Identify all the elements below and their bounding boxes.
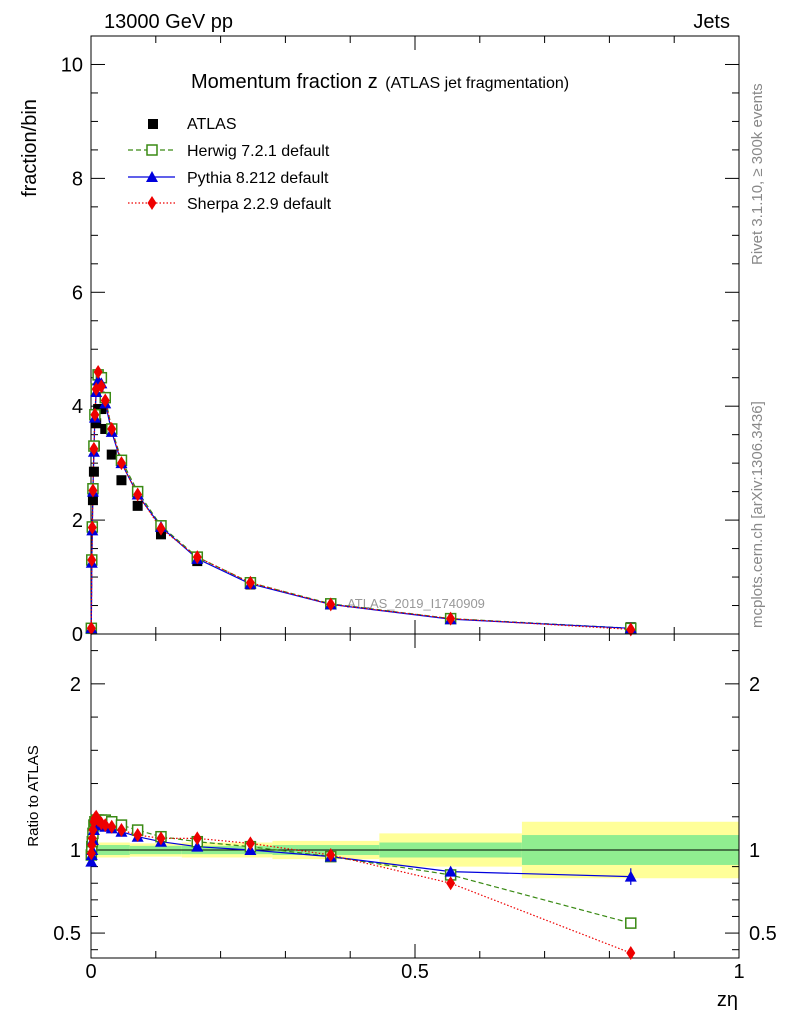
ratio-point-sherpa <box>245 836 255 851</box>
main-point-sherpa <box>89 441 99 456</box>
ratio-point-sherpa <box>326 847 336 862</box>
ratio-point-sherpa <box>156 831 166 846</box>
ratio-panel: 0.5 0.51 12 20 0.5 1 Ratio to ATLAS zη <box>25 633 777 1011</box>
main-ytick-label: 2 <box>72 510 83 532</box>
main-point-sherpa <box>116 456 126 471</box>
ratio-ytick-label-right: 1 <box>749 840 760 862</box>
mcplots-label: mcplots.cern.ch [arXiv:1306.3436] <box>749 401 766 628</box>
ratio-point-sherpa <box>116 823 126 838</box>
ratio-xtick-label: 0 <box>85 961 96 983</box>
main-ytick-label: 6 <box>72 282 83 304</box>
ratio-point-sherpa <box>192 831 202 846</box>
main-point-sherpa <box>88 483 98 498</box>
main-title: Momentum fraction z (ATLAS jet fragmenta… <box>191 71 569 93</box>
ratio-uncertainty-bands <box>91 821 739 879</box>
ratio-xtick-label: 0.5 <box>401 961 429 983</box>
main-point-sherpa <box>86 621 96 636</box>
ratio-point-sherpa <box>107 819 117 834</box>
main-point-sherpa <box>192 550 202 565</box>
main-axis-ticks: 0 2 4 6 8 10 <box>61 36 740 646</box>
main-point-sherpa <box>245 575 255 590</box>
legend: ATLAS Herwig 7.2.1 default Pythia 8.212 … <box>128 116 332 213</box>
main-point-sherpa <box>100 393 110 408</box>
header-right: Jets <box>693 11 730 33</box>
main-point-sherpa <box>446 611 456 626</box>
legend-entry-atlas: ATLAS <box>148 116 237 133</box>
main-title-text: Momentum fraction z <box>191 71 378 93</box>
main-point-sherpa <box>626 622 636 637</box>
main-point-atlas <box>100 423 111 434</box>
main-point-sherpa <box>156 521 166 536</box>
ratio-series <box>85 809 637 961</box>
main-ytick-label: 0 <box>72 624 83 646</box>
main-point-atlas <box>87 495 98 506</box>
ratio-ytick-label: 2 <box>70 674 81 696</box>
main-point-sherpa <box>87 520 97 535</box>
legend-label-herwig: Herwig 7.2.1 default <box>187 143 330 160</box>
main-line-herwig <box>90 373 631 629</box>
legend-entry-pythia: Pythia 8.212 default <box>128 170 329 187</box>
watermark: ATLAS_2019_I1740909 <box>347 596 485 611</box>
ratio-point-sherpa <box>87 831 97 846</box>
main-point-sherpa <box>87 552 97 567</box>
main-point-sherpa <box>107 421 117 436</box>
ratio-ylabel: Ratio to ATLAS <box>25 745 42 846</box>
ratio-point-sherpa <box>626 946 636 961</box>
ratio-ytick-label: 1 <box>70 840 81 862</box>
ratio-xtick-label: 1 <box>733 961 744 983</box>
ratio-point-sherpa <box>100 818 110 833</box>
ratio-point-sherpa <box>86 846 96 861</box>
ratio-frame <box>90 633 740 959</box>
main-ytick-label: 4 <box>72 396 83 418</box>
legend-marker-atlas <box>148 119 158 129</box>
header-left: 13000 GeV pp <box>104 11 233 33</box>
main-point-atlas <box>88 466 99 477</box>
main-line-sherpa <box>90 371 631 630</box>
main-line-pythia <box>90 379 631 629</box>
main-point-atlas <box>96 404 107 415</box>
main-ytick-label: 10 <box>61 54 83 76</box>
ratio-point-sherpa <box>133 828 143 843</box>
legend-entry-sherpa: Sherpa 2.2.9 default <box>128 196 332 213</box>
ratio-point-herwig <box>625 917 637 929</box>
main-point-atlas <box>132 500 143 511</box>
main-ytick-label: 8 <box>72 168 83 190</box>
main-point-sherpa <box>326 597 336 612</box>
main-panel: 0 2 4 6 8 10 fraction/bin ATLAS_2019_I1740909… <box>19 35 740 646</box>
main-ylabel: fraction/bin <box>19 99 41 197</box>
main-title-sub: (ATLAS jet fragmentation) <box>385 75 569 92</box>
legend-label-sherpa: Sherpa 2.2.9 default <box>187 196 332 213</box>
legend-label-pythia: Pythia 8.212 default <box>187 170 329 187</box>
legend-marker-herwig <box>146 144 158 156</box>
ratio-point-pythia <box>624 870 637 882</box>
ratio-point-pythia <box>444 865 457 877</box>
ratio-point-sherpa <box>446 876 456 891</box>
main-point-sherpa <box>96 379 106 394</box>
ratio-ytick-label-right: 0.5 <box>749 923 777 945</box>
main-point-sherpa <box>93 365 103 380</box>
ratio-xlabel: zη <box>717 989 738 1011</box>
main-point-atlas <box>106 449 117 460</box>
ratio-axis-ticks: 0.5 0.51 12 20 0.5 1 <box>53 634 777 983</box>
main-point-atlas <box>116 475 127 486</box>
legend-entry-herwig: Herwig 7.2.1 default <box>128 143 330 160</box>
main-point-atlas <box>91 418 102 429</box>
main-point-sherpa <box>133 487 143 502</box>
ratio-ytick-label-right: 2 <box>749 674 760 696</box>
ratio-point-pythia <box>85 855 98 867</box>
main-point-sherpa <box>90 407 100 422</box>
main-series <box>85 365 637 637</box>
ratio-ytick-label: 0.5 <box>53 923 81 945</box>
legend-label-atlas: ATLAS <box>187 116 237 133</box>
legend-marker-pythia <box>146 171 158 182</box>
legend-marker-sherpa <box>147 196 157 210</box>
rivet-label: Rivet 3.1.10, ≥ 300k events <box>749 83 766 265</box>
ratio-point-pythia <box>191 840 204 852</box>
